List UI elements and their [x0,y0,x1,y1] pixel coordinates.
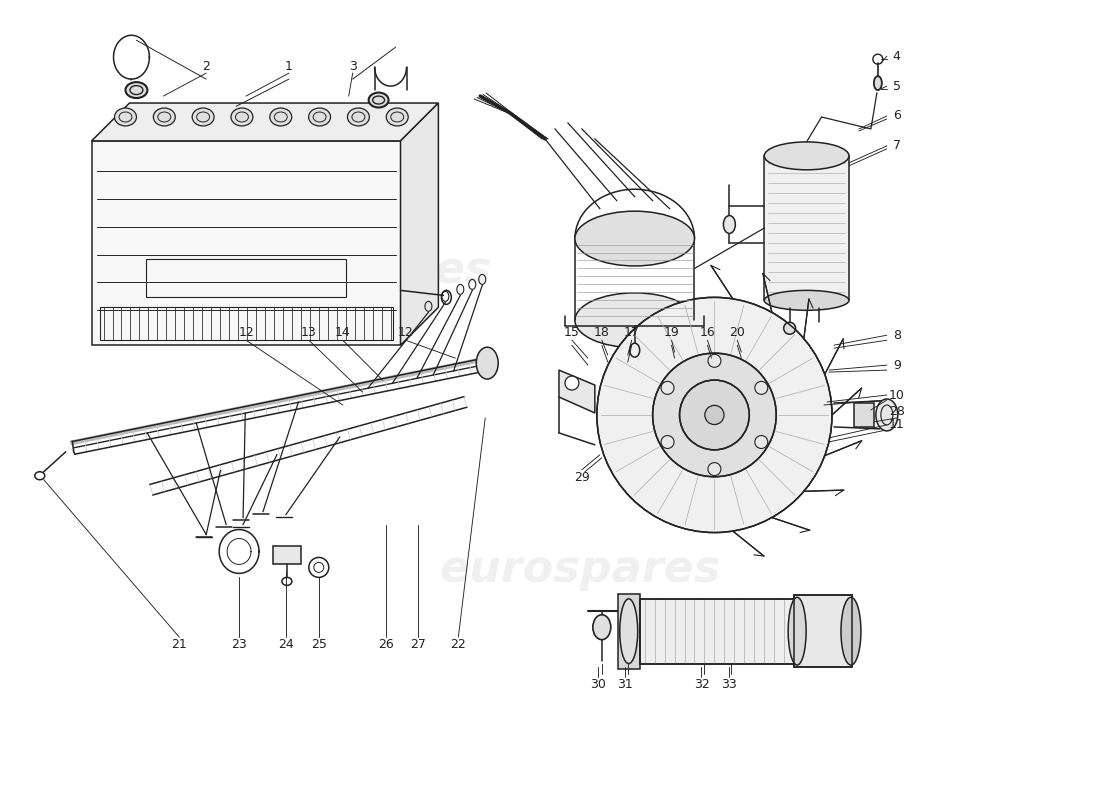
Text: 2: 2 [202,60,210,73]
Ellipse shape [368,93,388,107]
Ellipse shape [597,298,832,533]
Ellipse shape [708,354,720,367]
Ellipse shape [783,322,795,334]
Text: 1: 1 [285,60,293,73]
Ellipse shape [680,380,749,450]
Text: 22: 22 [450,638,466,650]
Ellipse shape [593,614,611,640]
Ellipse shape [661,382,674,394]
Ellipse shape [876,399,898,431]
Bar [273,546,301,565]
Text: 15: 15 [564,326,580,338]
Text: 7: 7 [893,139,901,152]
Ellipse shape [114,108,136,126]
Text: 5: 5 [893,79,901,93]
Text: 31: 31 [617,678,632,690]
Ellipse shape [755,435,768,449]
Text: 6: 6 [893,110,901,122]
Text: 19: 19 [663,326,680,338]
Bar [618,594,640,669]
Bar [640,599,794,664]
Bar [146,259,345,298]
Text: 11: 11 [889,418,904,431]
Text: 27: 27 [410,638,427,650]
Text: 25: 25 [311,638,327,650]
Bar [91,141,400,345]
Ellipse shape [842,598,861,665]
Text: 26: 26 [377,638,394,650]
Ellipse shape [575,211,694,266]
Text: 3: 3 [349,60,356,73]
Ellipse shape [153,108,175,126]
Ellipse shape [619,599,638,663]
Text: 13: 13 [301,326,317,338]
Text: eurospares: eurospares [439,548,720,591]
Text: 12: 12 [239,326,254,338]
Ellipse shape [652,353,777,477]
Text: 23: 23 [231,638,248,650]
Ellipse shape [125,82,147,98]
Text: 24: 24 [278,638,294,650]
Ellipse shape [705,406,724,425]
Text: 8: 8 [893,329,901,342]
Text: 29: 29 [574,471,590,484]
Text: 4: 4 [893,50,901,62]
Bar [794,595,851,667]
Text: eurospares: eurospares [210,249,492,292]
Ellipse shape [724,215,736,234]
Polygon shape [400,103,439,345]
Bar [100,307,393,340]
Bar [854,403,873,427]
Ellipse shape [386,108,408,126]
Polygon shape [559,370,595,413]
Text: 28: 28 [889,406,904,418]
Ellipse shape [764,142,849,170]
Ellipse shape [575,293,694,348]
Text: 12: 12 [397,326,414,338]
Text: 16: 16 [700,326,715,338]
Bar [794,595,851,667]
Ellipse shape [661,435,674,449]
Ellipse shape [192,108,215,126]
Ellipse shape [270,108,292,126]
Text: 33: 33 [722,678,737,690]
Bar [640,599,794,664]
Polygon shape [91,103,439,141]
Ellipse shape [565,376,579,390]
Text: 9: 9 [893,358,901,372]
Ellipse shape [873,76,882,90]
Ellipse shape [789,598,806,665]
Text: 21: 21 [172,638,187,650]
Ellipse shape [231,108,253,126]
Text: 32: 32 [694,678,710,690]
Text: 10: 10 [889,389,904,402]
Ellipse shape [309,108,331,126]
Text: 14: 14 [334,326,351,338]
Bar [764,156,849,300]
Ellipse shape [708,462,720,475]
Ellipse shape [476,347,498,379]
Text: 18: 18 [594,326,609,338]
Text: 17: 17 [624,326,640,338]
Ellipse shape [764,290,849,310]
Text: 30: 30 [590,678,606,690]
Ellipse shape [755,382,768,394]
Text: 20: 20 [729,326,746,338]
Ellipse shape [348,108,370,126]
